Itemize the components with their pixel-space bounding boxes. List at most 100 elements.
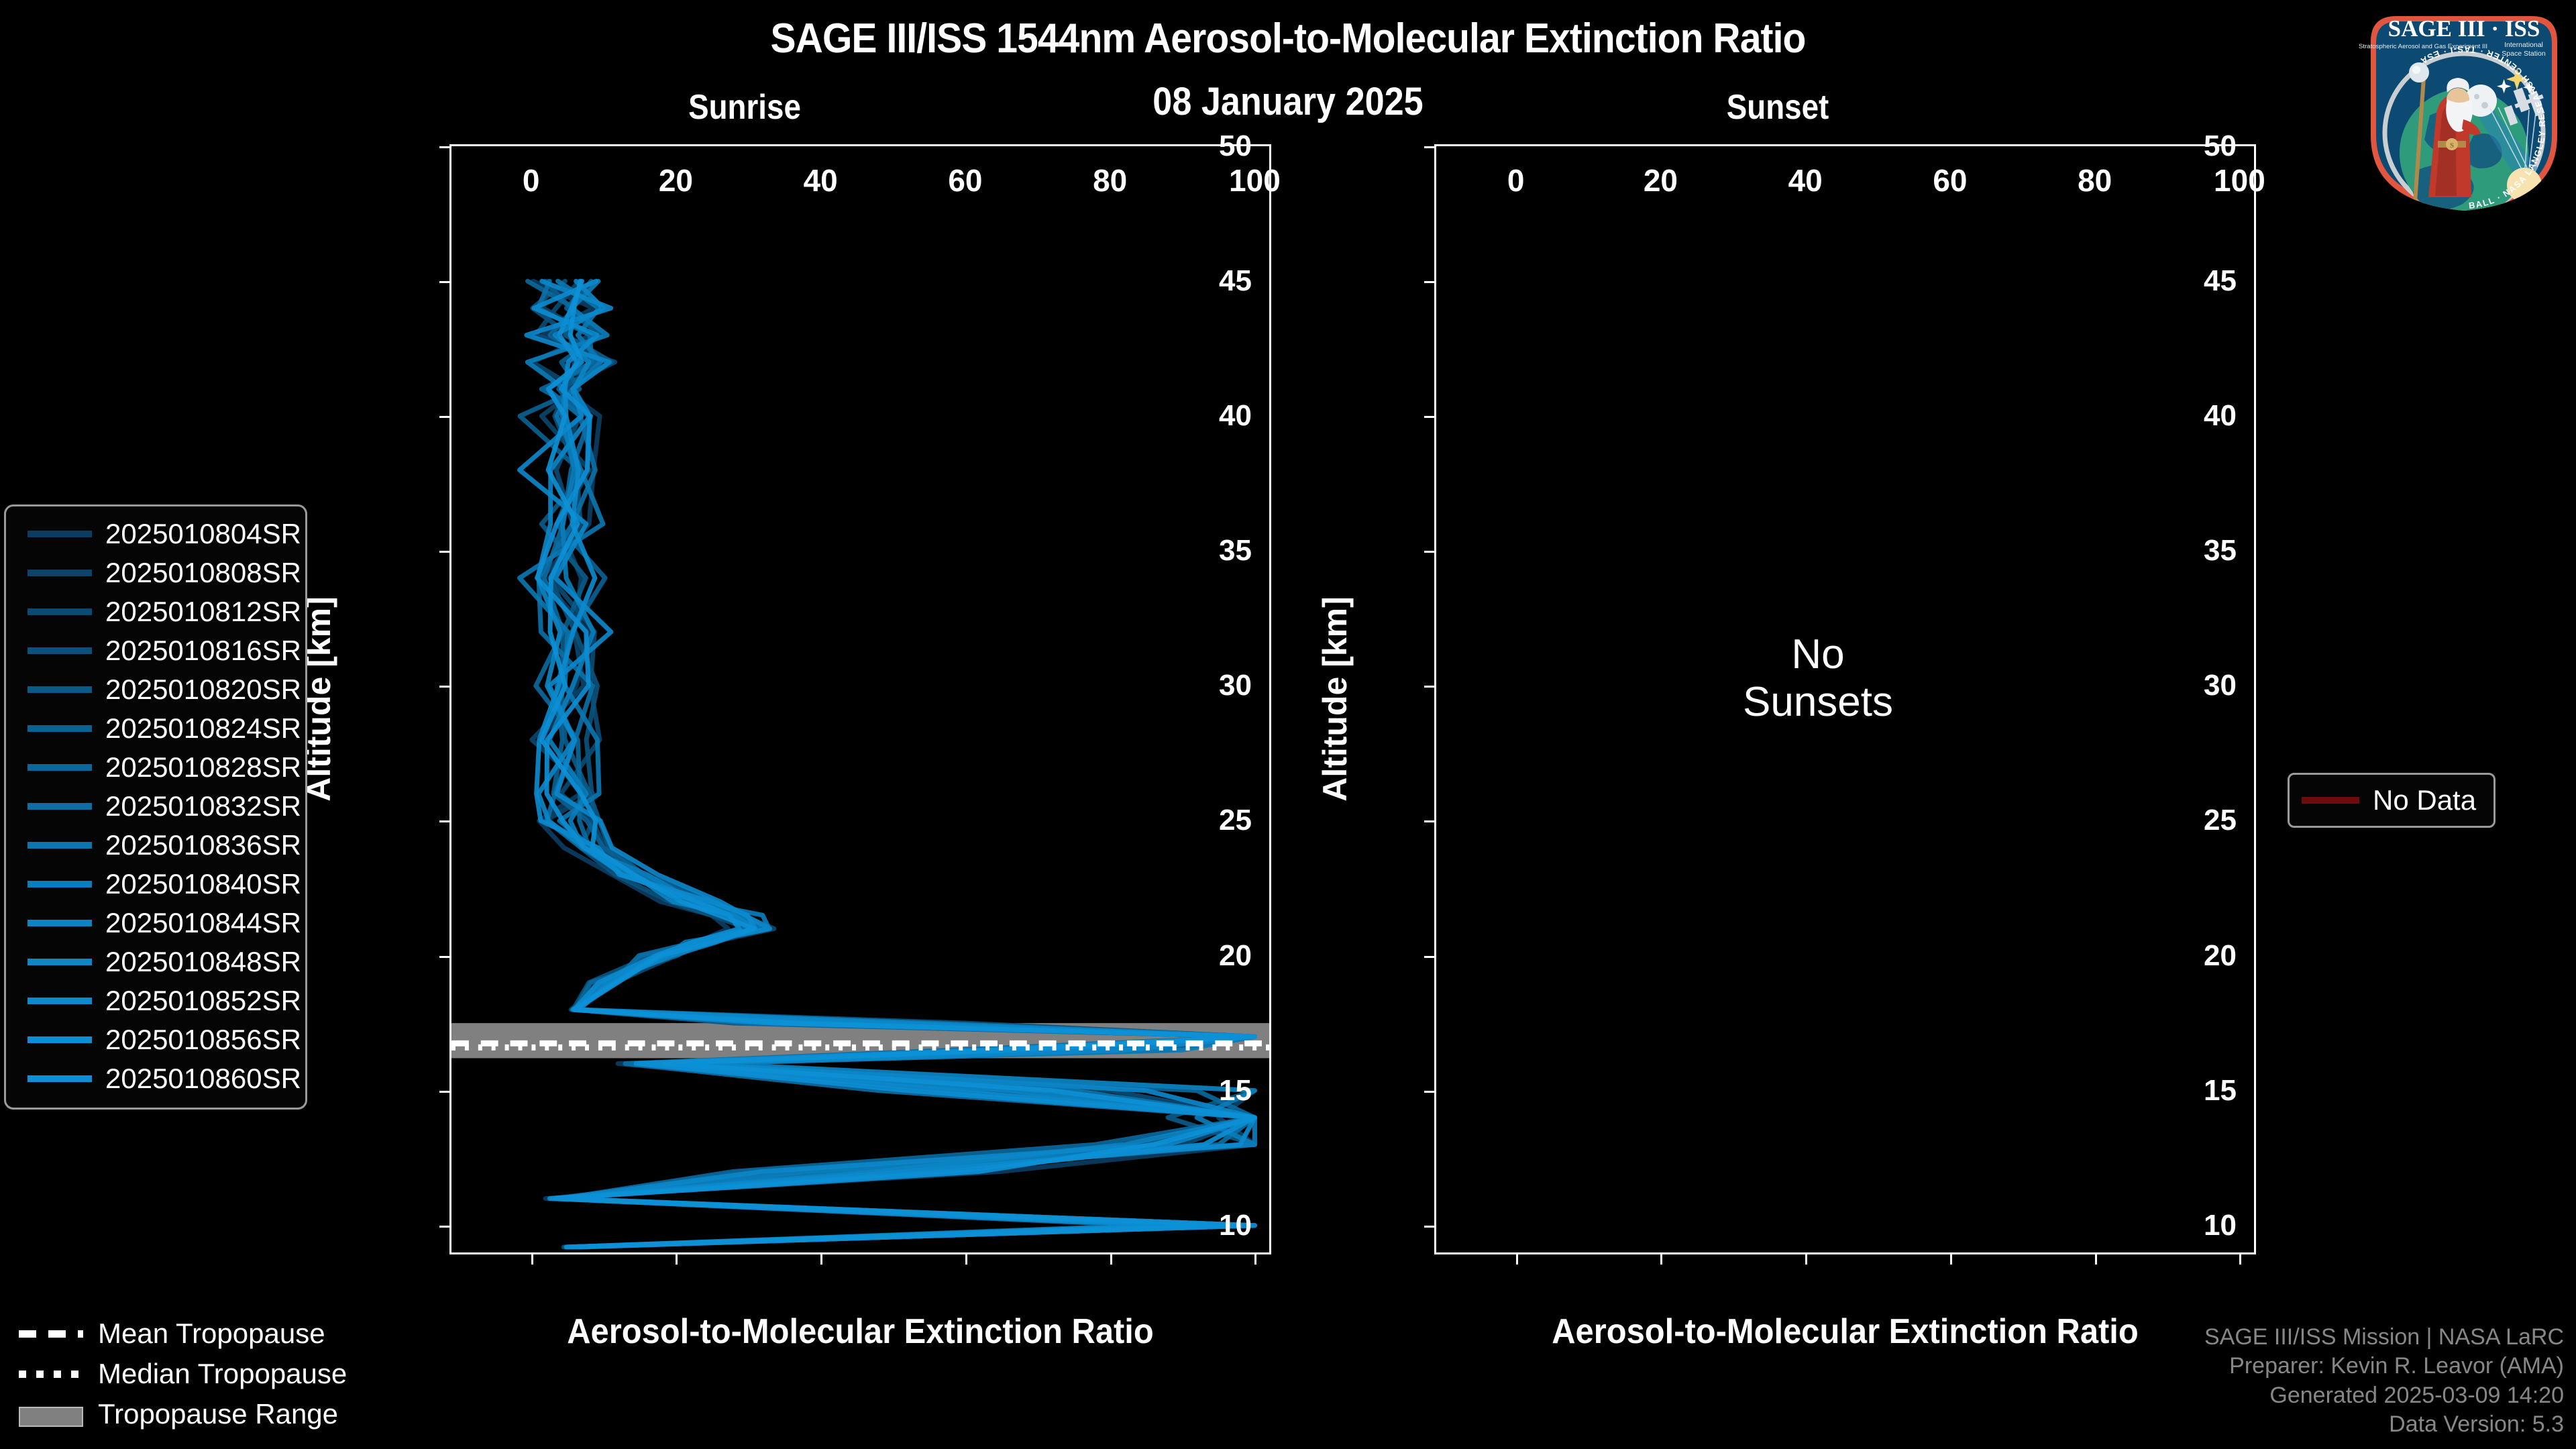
tropopause-legend-item[interactable]: Tropopause Range	[19, 1394, 368, 1434]
x-tick-label: 80	[2078, 163, 2112, 198]
y-tick-label: 30	[1219, 669, 1252, 702]
tropopause-legend-label: Median Tropopause	[98, 1358, 347, 1389]
profile-legend-label: 2025010804SR	[105, 518, 301, 549]
profile-legend-color-swatch	[28, 608, 92, 615]
credits-line-generated: Generated 2025-03-09 14:20	[2269, 1382, 2564, 1408]
profile-legend-label: 2025010848SR	[105, 946, 301, 977]
y-tick-label: 25	[1219, 804, 1252, 837]
profile-legend-color-swatch	[28, 881, 92, 888]
profile-legend-color-swatch	[28, 1036, 92, 1043]
tropopause-range-swatch	[19, 1407, 83, 1427]
profile-legend-label: 2025010852SR	[105, 985, 301, 1016]
profile-legend-item[interactable]: 2025010848SR	[6, 943, 305, 981]
profile-legend-color-swatch	[28, 531, 92, 537]
y-tick-mark	[439, 146, 451, 148]
tropopause-legend-label: Tropopause Range	[98, 1398, 339, 1430]
tropopause-legend-label: Mean Tropopause	[98, 1318, 325, 1349]
profile-legend-color-swatch	[28, 998, 92, 1004]
profile-legend-item[interactable]: 2025010844SR	[6, 904, 305, 943]
profile-legend-item[interactable]: 2025010856SR	[6, 1020, 305, 1059]
profile-legend-label: 2025010808SR	[105, 557, 301, 588]
profile-legend-item[interactable]: 2025010804SR	[6, 515, 305, 553]
profile-legend-label: 2025010824SR	[105, 712, 301, 744]
profile-legend-item[interactable]: 2025010828SR	[6, 748, 305, 787]
profile-legend-label: 2025010836SR	[105, 829, 301, 861]
profile-legend-label: 2025010812SR	[105, 596, 301, 627]
credits-block: SAGE III/ISS Mission | NASA LaRC Prepare…	[2204, 1323, 2564, 1440]
x-tick-label: 40	[803, 163, 838, 198]
x-tick-label: 20	[1643, 163, 1678, 198]
x-tick-label: 60	[1933, 163, 1968, 198]
profile-legend-item[interactable]: 2025010836SR	[6, 826, 305, 865]
profile-legend-color-swatch	[28, 803, 92, 810]
profile-legend-color-swatch	[28, 959, 92, 965]
y-tick-mark	[1424, 416, 1436, 419]
tropopause-legend: Mean Tropopause Median Tropopause Tropopau…	[19, 1313, 368, 1434]
sage-iii-iss-mission-patch-logo: S BALL · NASA LANGLEY RESEARCH CENTER · …	[2356, 1, 2572, 217]
mean-tropopause-swatch	[19, 1326, 83, 1341]
x-tick-label: 20	[658, 163, 693, 198]
no-data-label: No Data	[2373, 784, 2477, 816]
x-tick-mark	[2094, 1252, 2097, 1265]
profile-legend-item[interactable]: 2025010832SR	[6, 787, 305, 826]
profile-legend-item[interactable]: 2025010860SR	[6, 1059, 305, 1098]
y-tick-mark	[1424, 820, 1436, 823]
y-tick-label: 10	[2204, 1208, 2237, 1242]
credits-line-version: Data Version: 5.3	[2389, 1411, 2564, 1438]
y-tick-label: 50	[1219, 129, 1252, 162]
x-tick-mark	[965, 1252, 967, 1265]
y-tick-label: 45	[1219, 264, 1252, 298]
profile-legend-item[interactable]: 2025010816SR	[6, 631, 305, 670]
y-tick-label: 40	[1219, 399, 1252, 433]
tropopause-legend-item[interactable]: Mean Tropopause	[19, 1313, 368, 1354]
profile-legend-color-swatch	[28, 764, 92, 771]
y-tick-mark	[1424, 1090, 1436, 1093]
profile-line	[539, 278, 1257, 1250]
y-tick-label: 40	[2204, 399, 2237, 433]
sunrise-x-axis-label: Aerosol-to-Molecular Extinction Ratio	[567, 1312, 1154, 1351]
y-tick-mark	[1424, 686, 1436, 688]
x-tick-mark	[1805, 1252, 1808, 1265]
profile-legend-item[interactable]: 2025010840SR	[6, 865, 305, 904]
profile-line	[535, 278, 1257, 1250]
median-tropopause-swatch	[19, 1366, 83, 1381]
sunset-plot-axes: 50 45 40 35 30 25 20 15 10 0 20 40 60 80 100	[1424, 129, 2265, 1265]
page-title: SAGE III/ISS 1544nm Aerosol-to-Molecular…	[770, 15, 1807, 62]
profile-legend: 2025010804SR 2025010808SR 2025010812SR 2025…	[4, 504, 307, 1110]
y-tick-mark	[439, 820, 451, 823]
y-tick-label: 20	[1219, 938, 1252, 972]
x-tick-label: 100	[2214, 163, 2265, 198]
profile-legend-color-swatch	[28, 686, 92, 693]
profile-legend-color-swatch	[28, 570, 92, 576]
y-tick-mark	[439, 281, 451, 284]
sunrise-panel-title: Sunrise	[688, 88, 801, 127]
profile-legend-item[interactable]: 2025010812SR	[6, 592, 305, 631]
profile-legend-label: 2025010840SR	[105, 868, 301, 900]
profile-legend-item[interactable]: 2025010824SR	[6, 709, 305, 748]
tropopause-legend-item[interactable]: Median Tropopause	[19, 1354, 368, 1394]
y-tick-label: 50	[2204, 129, 2237, 162]
y-tick-mark	[1424, 1225, 1436, 1228]
logo-subtitle-left: Stratospheric Aerosol and Gas Experiment…	[2359, 43, 2487, 50]
logo-title: SAGE III · ISS	[2388, 15, 2540, 42]
y-tick-label: 45	[2204, 264, 2237, 298]
no-data-legend: No Data	[2288, 773, 2496, 828]
profile-legend-item[interactable]: 2025010820SR	[6, 670, 305, 709]
x-tick-mark	[820, 1252, 823, 1265]
profile-legend-color-swatch	[28, 842, 92, 849]
profile-legend-item[interactable]: 2025010852SR	[6, 981, 305, 1020]
credits-line-mission: SAGE III/ISS Mission | NASA LaRC	[2204, 1324, 2564, 1350]
profile-legend-item[interactable]: 2025010808SR	[6, 553, 305, 592]
profile-legend-label: 2025010816SR	[105, 635, 301, 666]
date-subtitle: 08 January 2025	[1152, 80, 1424, 123]
y-tick-mark	[1424, 955, 1436, 958]
profile-legend-label: 2025010844SR	[105, 907, 301, 938]
x-tick-label: 60	[948, 163, 983, 198]
y-tick-label: 25	[2204, 804, 2237, 837]
logo-subtitle-right-1: International	[2504, 41, 2543, 49]
y-tick-mark	[439, 955, 451, 958]
profile-legend-label: 2025010828SR	[105, 751, 301, 783]
y-tick-label: 35	[2204, 534, 2237, 568]
profile-legend-color-swatch	[28, 725, 92, 732]
y-tick-mark	[439, 1090, 451, 1093]
